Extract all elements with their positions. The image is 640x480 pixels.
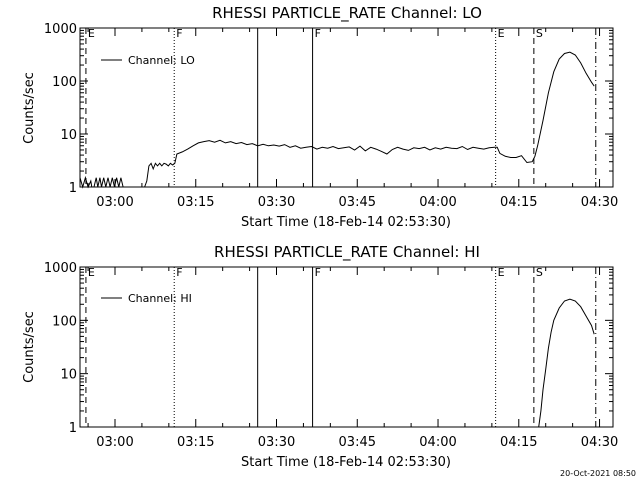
x-tick-label: 03:45 (339, 435, 376, 450)
event-marker-label: F (176, 27, 182, 40)
chart-title: RHESSI PARTICLE_RATE Channel: LO (212, 4, 482, 23)
legend-label: Channel: LO (128, 54, 195, 67)
event-marker-label: E (88, 27, 95, 40)
event-marker-label: F (176, 266, 182, 279)
event-marker-label: F (315, 266, 321, 279)
y-tick-label: 1 (69, 181, 77, 196)
x-tick-label: 03:45 (339, 195, 376, 210)
x-tick-label: 03:15 (177, 435, 214, 450)
x-ticks: 03:00 03:15 03:30 03:45 04:00 04:15 04:30 (87, 267, 618, 450)
y-tick-label: 1 (69, 421, 77, 436)
y-axis-label: Counts/sec (22, 72, 37, 144)
x-tick-label: 04:00 (419, 435, 456, 450)
x-tick-label: 04:30 (581, 435, 618, 450)
y-tick-label: 1000 (44, 22, 77, 37)
plot-frame (79, 27, 614, 188)
plot-frame (79, 266, 614, 428)
x-tick-label: 03:00 (96, 195, 133, 210)
event-marker-label: S (536, 27, 543, 40)
y-ticks: 1 10 100 1000 (44, 261, 613, 436)
y-tick-label: 100 (52, 75, 77, 90)
x-ticks: 03:00 03:15 03:30 03:45 04:00 04:15 04:30 (87, 28, 618, 210)
data-series (79, 51, 595, 189)
chart-title: RHESSI PARTICLE_RATE Channel: HI (214, 243, 480, 262)
series-line (538, 298, 595, 428)
x-tick-label: 03:30 (258, 195, 295, 210)
x-tick-label: 04:00 (419, 195, 456, 210)
x-tick-label: 04:15 (500, 435, 537, 450)
lo-channel-panel: RHESSI PARTICLE_RATE Channel: LO Counts/… (22, 4, 618, 230)
series-line (79, 51, 595, 189)
data-series (538, 298, 595, 428)
event-marker-label: E (498, 27, 505, 40)
x-tick-label: 04:30 (581, 195, 618, 210)
event-marker-label: F (315, 27, 321, 40)
event-marker-label: E (498, 266, 505, 279)
x-tick-label: 03:00 (96, 435, 133, 450)
x-tick-label: 03:15 (177, 195, 214, 210)
y-tick-label: 1000 (44, 261, 77, 276)
event-marker-label: E (88, 266, 95, 279)
y-tick-label: 10 (60, 128, 77, 143)
x-axis-label: Start Time (18-Feb-14 02:53:30) (241, 455, 451, 470)
y-axis-label: Counts/sec (22, 311, 37, 383)
generation-timestamp: 20-Oct-2021 08:50 (560, 469, 636, 478)
x-tick-label: 03:30 (258, 435, 295, 450)
event-marker-label: S (536, 266, 543, 279)
y-tick-label: 100 (52, 314, 77, 329)
y-ticks: 1 10 100 1000 (44, 22, 613, 196)
x-tick-label: 04:15 (500, 195, 537, 210)
hi-channel-panel: RHESSI PARTICLE_RATE Channel: HI Counts/… (22, 243, 618, 470)
y-tick-label: 10 (60, 368, 77, 383)
x-axis-label: Start Time (18-Feb-14 02:53:30) (241, 215, 451, 230)
legend-label: Channel: HI (128, 292, 192, 305)
